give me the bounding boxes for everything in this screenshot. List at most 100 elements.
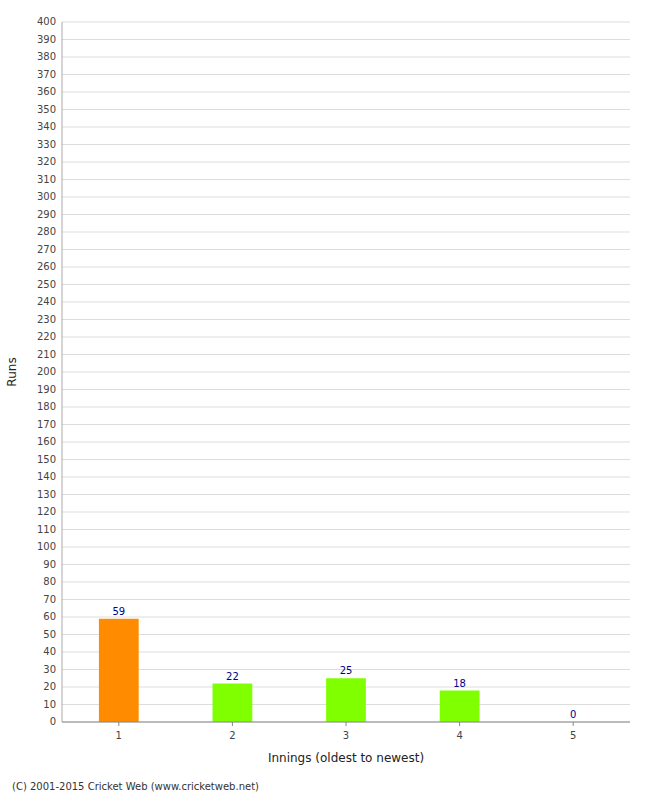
y-tick-label: 40 <box>43 646 56 657</box>
grid-line <box>62 92 630 93</box>
grid-line <box>62 127 630 128</box>
grid-line <box>62 337 630 338</box>
y-tick-label: 0 <box>50 716 56 727</box>
grid-line <box>62 617 630 618</box>
grid-line <box>62 74 630 75</box>
x-tick <box>232 722 233 726</box>
y-tick-label: 170 <box>37 419 56 430</box>
grid-line <box>62 442 630 443</box>
grid-line <box>62 267 630 268</box>
y-tick-label: 210 <box>37 349 56 360</box>
bars <box>99 619 480 722</box>
y-tick-label: 230 <box>37 314 56 325</box>
grid-line <box>62 652 630 653</box>
grid <box>62 22 630 722</box>
y-tick-label: 300 <box>37 191 56 202</box>
y-tick-label: 260 <box>37 261 56 272</box>
y-axis-line <box>62 22 63 722</box>
y-tick-label: 200 <box>37 366 56 377</box>
data-label: 18 <box>453 678 466 689</box>
y-tick-label: 360 <box>37 86 56 97</box>
grid-line <box>62 477 630 478</box>
grid-line <box>62 372 630 373</box>
y-tick-label: 140 <box>37 471 56 482</box>
grid-line <box>62 564 630 565</box>
grid-line <box>62 39 630 40</box>
y-tick-label: 320 <box>37 156 56 167</box>
data-label: 59 <box>112 606 125 617</box>
grid-line <box>62 232 630 233</box>
x-axis: 1 2 3 4 5 <box>116 722 577 741</box>
y-tick-label: 160 <box>37 436 56 447</box>
y-tick-label: 130 <box>37 489 56 500</box>
y-tick-label: 90 <box>43 559 56 570</box>
grid-line <box>62 582 630 583</box>
y-tick-label: 270 <box>37 244 56 255</box>
x-tick-label: 1 <box>116 730 122 741</box>
y-tick-label: 50 <box>43 629 56 640</box>
bar <box>440 691 480 723</box>
grid-line <box>62 214 630 215</box>
y-tick-label: 280 <box>37 226 56 237</box>
grid-line <box>62 459 630 460</box>
grid-line <box>62 319 630 320</box>
y-tick-label: 290 <box>37 209 56 220</box>
grid-line <box>62 162 630 163</box>
grid-line <box>62 599 630 600</box>
grid-line <box>62 424 630 425</box>
y-tick-label: 250 <box>37 279 56 290</box>
grid-line <box>62 302 630 303</box>
grid-line <box>62 512 630 513</box>
x-tick <box>573 722 574 726</box>
y-tick-label: 310 <box>37 174 56 185</box>
x-tick-label: 2 <box>229 730 235 741</box>
y-axis-label: Runs <box>5 357 19 386</box>
y-tick-label: 60 <box>43 611 56 622</box>
data-label: 22 <box>226 671 239 682</box>
footer: (C) 2001-2015 Cricket Web (www.cricketwe… <box>12 781 259 792</box>
y-tick-label: 350 <box>37 104 56 115</box>
y-tick-label: 220 <box>37 331 56 342</box>
y-tick-label: 100 <box>37 541 56 552</box>
y-tick-label: 80 <box>43 576 56 587</box>
x-tick-label: 4 <box>456 730 462 741</box>
grid-line <box>62 284 630 285</box>
bar <box>99 619 139 722</box>
y-tick-label: 120 <box>37 506 56 517</box>
grid-line <box>62 197 630 198</box>
grid-line <box>62 249 630 250</box>
y-tick-label: 340 <box>37 121 56 132</box>
y-tick-label: 10 <box>43 699 56 710</box>
y-tick-label: 240 <box>37 296 56 307</box>
y-tick-label: 390 <box>37 34 56 45</box>
grid-line <box>62 179 630 180</box>
x-tick-label: 5 <box>570 730 576 741</box>
grid-line <box>62 407 630 408</box>
grid-line <box>62 144 630 145</box>
grid-line <box>62 547 630 548</box>
x-tick <box>346 722 347 726</box>
bar <box>326 678 366 722</box>
x-tick-label: 3 <box>343 730 349 741</box>
x-tick <box>118 722 119 726</box>
grid-line <box>62 529 630 530</box>
y-tick-label: 400 <box>37 16 56 27</box>
data-label: 25 <box>340 665 353 676</box>
chart: 0102030405060708090100110120130140150160… <box>0 0 650 800</box>
grid-line <box>62 634 630 635</box>
y-tick-label: 20 <box>43 681 56 692</box>
y-tick-label: 190 <box>37 384 56 395</box>
y-tick-label: 110 <box>37 524 56 535</box>
grid-line <box>62 354 630 355</box>
y-axis: 0102030405060708090100110120130140150160… <box>37 16 56 727</box>
x-axis-label: Innings (oldest to newest) <box>268 751 424 765</box>
y-tick-label: 180 <box>37 401 56 412</box>
grid-line <box>62 494 630 495</box>
y-tick-label: 380 <box>37 51 56 62</box>
grid-line <box>62 109 630 110</box>
y-tick-label: 30 <box>43 664 56 675</box>
y-tick-label: 150 <box>37 454 56 465</box>
data-labels: 59 22 25 18 0 <box>112 606 576 720</box>
data-label: 0 <box>570 709 576 720</box>
x-tick <box>459 722 460 726</box>
